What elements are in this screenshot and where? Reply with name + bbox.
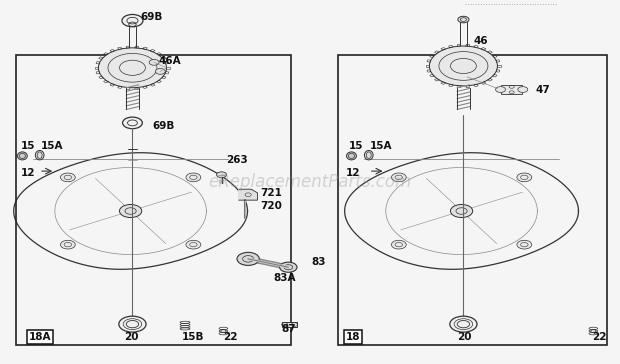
Circle shape (517, 240, 532, 249)
Circle shape (119, 316, 146, 332)
Text: 22: 22 (592, 332, 606, 342)
Text: 47: 47 (536, 84, 551, 95)
Text: 12: 12 (21, 168, 35, 178)
Circle shape (120, 205, 142, 218)
Text: 69B: 69B (140, 12, 162, 22)
Text: 263: 263 (226, 155, 248, 165)
Circle shape (450, 205, 472, 218)
Text: 15: 15 (20, 141, 35, 151)
Circle shape (518, 87, 528, 92)
Circle shape (450, 316, 477, 332)
Text: 15B: 15B (182, 332, 205, 342)
Ellipse shape (347, 152, 356, 160)
Circle shape (60, 240, 75, 249)
Text: 46A: 46A (159, 56, 181, 66)
Circle shape (237, 252, 259, 265)
Circle shape (458, 16, 469, 23)
Text: 15A: 15A (370, 141, 392, 151)
Bar (338, 55, 607, 345)
Text: 12: 12 (346, 168, 360, 178)
Circle shape (216, 172, 226, 178)
Bar (282, 323, 297, 327)
Ellipse shape (35, 150, 44, 160)
Bar (16, 55, 291, 345)
Text: 15: 15 (349, 141, 363, 151)
Text: eReplacementParts.com: eReplacementParts.com (208, 173, 412, 191)
Text: 83A: 83A (273, 273, 295, 283)
Circle shape (123, 117, 143, 129)
Text: 721: 721 (260, 188, 282, 198)
Circle shape (391, 173, 406, 182)
Circle shape (517, 173, 532, 182)
Circle shape (99, 48, 167, 88)
Circle shape (149, 59, 159, 65)
Circle shape (186, 173, 201, 182)
Text: 69B: 69B (153, 121, 175, 131)
Circle shape (156, 68, 166, 74)
Circle shape (122, 15, 143, 27)
Polygon shape (239, 189, 257, 200)
Text: 18A: 18A (29, 332, 51, 342)
Text: 20: 20 (457, 332, 472, 342)
Text: 18: 18 (346, 332, 360, 342)
Circle shape (430, 46, 497, 86)
Circle shape (495, 87, 505, 92)
Text: 720: 720 (260, 201, 282, 210)
Text: 15A: 15A (41, 141, 63, 151)
Ellipse shape (365, 150, 373, 160)
Circle shape (186, 240, 201, 249)
Text: 22: 22 (223, 332, 238, 342)
Text: 20: 20 (125, 332, 139, 342)
Text: 46: 46 (474, 36, 489, 46)
Bar (501, 85, 523, 94)
Circle shape (391, 240, 406, 249)
Text: 83: 83 (311, 257, 326, 267)
Text: 87: 87 (281, 324, 296, 334)
Circle shape (280, 262, 297, 272)
Ellipse shape (17, 152, 27, 160)
Circle shape (60, 173, 75, 182)
